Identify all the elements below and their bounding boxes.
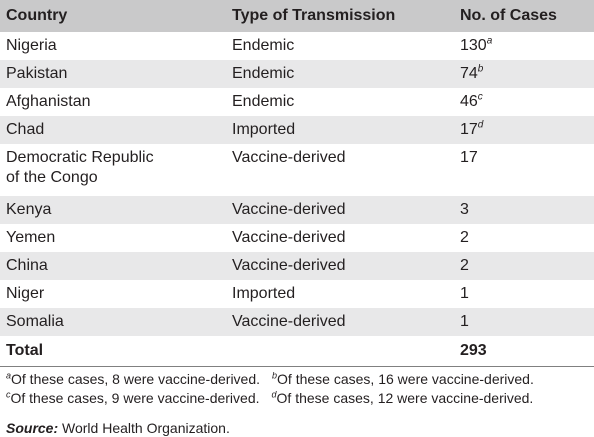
footnote-ref: c	[477, 91, 483, 103]
total-label: Total	[0, 336, 226, 367]
cell-type: Endemic	[226, 32, 454, 60]
footnotes: aOf these cases, 8 were vaccine-derived.…	[6, 370, 594, 408]
cell-country: Niger	[0, 280, 226, 308]
table-row: Somalia Vaccine-derived 1	[0, 308, 594, 336]
cases-value: 17	[460, 121, 478, 138]
cell-country: Democratic Republic of the Congo	[0, 144, 226, 196]
cell-cases: 46c	[454, 88, 594, 116]
cell-cases: 3	[454, 196, 594, 224]
table-row: Yemen Vaccine-derived 2	[0, 224, 594, 252]
cell-country: Afghanistan	[0, 88, 226, 116]
table-row: Democratic Republic of the Congo Vaccine-…	[0, 144, 594, 196]
cases-value: 74	[460, 65, 478, 82]
cases-table-container: Country Type of Transmission No. of Case…	[0, 0, 594, 367]
table-body: Nigeria Endemic 130a Pakistan Endemic 74b Afgh…	[0, 32, 594, 367]
footnote-text-c: Of these cases, 9 were vaccine-derived.	[10, 390, 260, 406]
cases-value: 2	[460, 229, 469, 246]
table-row: Afghanistan Endemic 46c	[0, 88, 594, 116]
total-empty	[226, 336, 454, 367]
cell-country: Pakistan	[0, 60, 226, 88]
source-text: World Health Organization.	[58, 420, 230, 436]
table-row: Kenya Vaccine-derived 3	[0, 196, 594, 224]
header-cases: No. of Cases	[454, 0, 594, 32]
cases-value: 1	[460, 313, 469, 330]
cases-table: Country Type of Transmission No. of Case…	[0, 0, 594, 367]
cell-country: Nigeria	[0, 32, 226, 60]
header-row: Country Type of Transmission No. of Case…	[0, 0, 594, 32]
cell-country: China	[0, 252, 226, 280]
cell-cases: 17d	[454, 116, 594, 144]
cell-country: Yemen	[0, 224, 226, 252]
header-country: Country	[0, 0, 226, 32]
cell-cases: 74b	[454, 60, 594, 88]
cell-cases: 17	[454, 144, 594, 196]
table-row: China Vaccine-derived 2	[0, 252, 594, 280]
footnote-line-2: cOf these cases, 9 were vaccine-derived.…	[6, 389, 594, 408]
cell-cases: 1	[454, 280, 594, 308]
header-type: Type of Transmission	[226, 0, 454, 32]
cell-type: Endemic	[226, 60, 454, 88]
footnote-text-a: Of these cases, 8 were vaccine-derived.	[11, 371, 261, 387]
cell-cases: 130a	[454, 32, 594, 60]
cell-cases: 2	[454, 224, 594, 252]
total-cases: 293	[454, 336, 594, 367]
cell-country: Chad	[0, 116, 226, 144]
table-row: Niger Imported 1	[0, 280, 594, 308]
cell-cases: 1	[454, 308, 594, 336]
table-header: Country Type of Transmission No. of Case…	[0, 0, 594, 32]
footnote-ref: d	[477, 119, 484, 131]
total-row: Total 293	[0, 336, 594, 367]
cases-value: 46	[460, 93, 478, 110]
cases-value: 1	[460, 285, 469, 302]
footnote-ref: b	[477, 63, 484, 75]
cell-type: Vaccine-derived	[226, 144, 454, 196]
cell-country: Kenya	[0, 196, 226, 224]
cases-value: 17	[460, 149, 478, 166]
cell-type: Vaccine-derived	[226, 224, 454, 252]
table-row: Pakistan Endemic 74b	[0, 60, 594, 88]
cell-type: Vaccine-derived	[226, 252, 454, 280]
footnote-line-1: aOf these cases, 8 were vaccine-derived.…	[6, 370, 594, 389]
table-row: Nigeria Endemic 130a	[0, 32, 594, 60]
cell-type: Vaccine-derived	[226, 308, 454, 336]
footnote-ref: a	[486, 35, 493, 47]
cases-value: 3	[460, 201, 469, 218]
footnote-mark-a: a	[6, 370, 12, 381]
cell-type: Endemic	[226, 88, 454, 116]
footnote-mark-b: b	[272, 370, 278, 381]
footnote-text-d: Of these cases, 12 were vaccine-derived.	[276, 390, 534, 406]
table-row: Chad Imported 17d	[0, 116, 594, 144]
cell-type: Vaccine-derived	[226, 196, 454, 224]
source-label: Source:	[6, 420, 59, 436]
cell-type: Imported	[226, 116, 454, 144]
cases-value: 2	[460, 257, 469, 274]
cases-value: 130	[460, 37, 487, 54]
cell-country: Somalia	[0, 308, 226, 336]
cell-type: Imported	[226, 280, 454, 308]
footnote-text-b: Of these cases, 16 were vaccine-derived.	[277, 371, 534, 387]
footnote-mark-d: d	[271, 389, 277, 400]
cell-cases: 2	[454, 252, 594, 280]
footnote-mark-c: c	[6, 389, 11, 400]
source-line: Source: World Health Organization.	[6, 420, 230, 436]
